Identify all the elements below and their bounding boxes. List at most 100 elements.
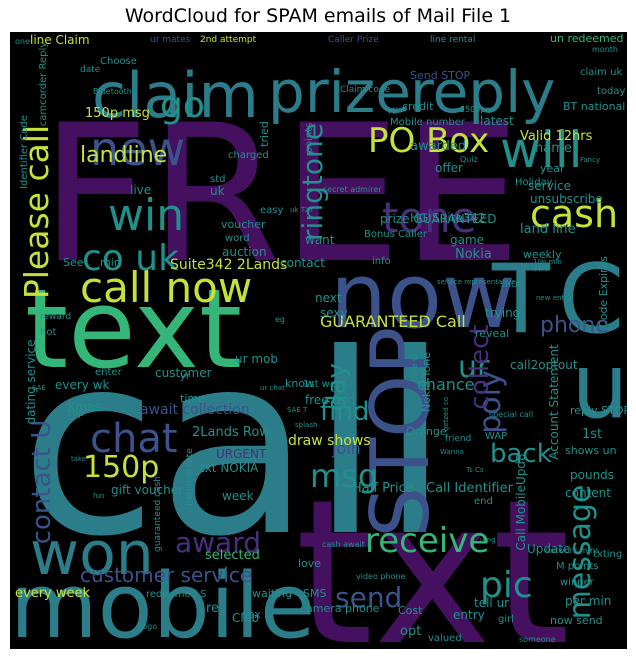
page-title: WordCloud for SPAM emails of Mail File 1 — [124, 5, 512, 27]
word-receive: receive — [365, 521, 489, 561]
word-customer: customer — [155, 366, 212, 380]
word-now: now — [330, 244, 516, 349]
word-re: re — [206, 601, 219, 616]
word-tone: tone — [382, 193, 477, 242]
word-girl: girl — [498, 614, 514, 625]
word-pic: pic — [480, 565, 533, 606]
word-weekly: weekly — [523, 248, 562, 261]
word-caller-prize: Caller Prize — [328, 35, 379, 45]
word-call: call — [20, 300, 450, 591]
word-apply: apply — [530, 264, 549, 272]
word-reply-stop: reply STOP — [570, 404, 627, 417]
word-std: std — [210, 174, 225, 185]
word-charged: charged — [228, 150, 269, 161]
word-contact: contact — [280, 256, 325, 270]
word-per-min: per min — [565, 594, 611, 608]
word-ur-mates: ur mates — [150, 35, 191, 45]
word-bluetooth: Bluetooth — [93, 87, 132, 96]
word-opt: opt — [400, 624, 421, 639]
word-holiday: Holiday — [515, 177, 553, 188]
word-guaranteed-cash: guaranteed cash — [153, 476, 163, 552]
word-national-rate: national rate — [185, 448, 195, 506]
word-offer: offer — [435, 161, 463, 175]
word-orange: Orange — [406, 425, 447, 438]
word-live: live — [130, 183, 151, 197]
word-mobile-number: Mobile number — [390, 117, 466, 128]
word-year: year — [540, 162, 565, 175]
word-end: end — [474, 496, 493, 507]
word-camcorder: camcorder Reply — [38, 42, 49, 126]
word-go: go — [160, 85, 205, 126]
word-word: word — [225, 233, 250, 244]
word-nokia-tone: Nokia Tone — [420, 352, 433, 412]
word-take: take — [71, 455, 86, 463]
word-top: top — [68, 408, 84, 419]
word-send-stop: Send STOP — [410, 69, 471, 82]
word-guaranteed-call: GUARANTEED Call — [320, 312, 466, 331]
word-call-mobileupd8: Call MobileUpd8 — [514, 453, 528, 550]
word-text: text — [25, 265, 242, 393]
word-mobile: mobile — [10, 554, 315, 649]
word-c: C — [558, 245, 624, 355]
word-friend: friend — [445, 434, 471, 444]
word-sexy: sexy — [320, 306, 348, 320]
word-award: award — [175, 526, 261, 559]
word-call-now: call now — [80, 263, 252, 312]
word-choose: Choose — [100, 56, 137, 67]
word-reward: reward — [40, 312, 71, 322]
word-ng-mates: u ng — [480, 536, 496, 544]
word-message: message — [563, 485, 598, 620]
word-msg: msg — [310, 457, 378, 495]
word-identifier-code: Identifier Code — [19, 115, 30, 189]
word-txt-nokia: txt NOKIA — [200, 461, 259, 475]
word-sms: SMS — [303, 587, 326, 600]
word-wanna: Wanna — [440, 448, 464, 456]
word-next: next — [315, 291, 342, 305]
word-quiz: Quiz — [460, 155, 478, 164]
word-camera-phone: camera phone — [300, 602, 380, 615]
word-easy: easy — [260, 205, 283, 216]
word-code-expires: Code Expires — [597, 256, 610, 328]
word-back: back — [490, 439, 552, 469]
word-attempt2: 2nd attempt — [200, 35, 257, 45]
word-co-uk: co uk — [82, 238, 179, 279]
word-service: service — [528, 179, 571, 193]
word-poly: poly — [473, 370, 508, 434]
word-redeemed-s: redeemed S — [146, 589, 206, 600]
word-uk-txt: uk TXT — [290, 206, 315, 214]
word-prize-guaranteed: prize GUARANTEED — [380, 212, 496, 226]
word-info: info — [372, 256, 391, 267]
word-bonus-caller: Bonus Caller — [364, 229, 428, 240]
word-fun: fun — [93, 492, 104, 500]
word-un-redeemed: un redeemed — [550, 32, 623, 45]
word-call2optout: call2optout — [510, 358, 578, 372]
word-today: today — [597, 86, 626, 97]
word-network-mins: network mins — [545, 546, 599, 555]
word-name: name — [535, 141, 572, 156]
word-tell-ur: tell ur — [474, 596, 509, 610]
word-find: find — [320, 397, 369, 427]
word-day: day — [322, 363, 352, 411]
word-lands-row: 2Lands Row — [192, 425, 270, 440]
word-new: new — [90, 122, 185, 176]
word-urgent: URGENT — [216, 447, 267, 461]
word-customer-service: customer service — [80, 563, 252, 587]
word-mins10p: 10p min — [533, 258, 562, 266]
word-half-price: Half Price — [352, 481, 414, 496]
word-getzed: getzed co — [442, 397, 450, 431]
word-special-call: special call — [489, 410, 533, 419]
word-entry: entry — [453, 608, 485, 622]
word-date: date — [80, 65, 101, 75]
word-await-collection: await collection — [140, 402, 250, 418]
word-week-1st: 1st week — [303, 379, 348, 390]
word-join: join — [331, 439, 361, 458]
word-will: will — [500, 121, 583, 179]
word-hot: hot — [40, 327, 56, 338]
word-time: time — [180, 392, 205, 405]
word-st1: 1st — [582, 427, 602, 442]
word-cash: cash — [530, 192, 618, 236]
word-waiting: waiting — [252, 587, 292, 600]
word-valid12: Valid 12hrs — [520, 129, 593, 144]
word-reply: reply — [410, 58, 556, 126]
